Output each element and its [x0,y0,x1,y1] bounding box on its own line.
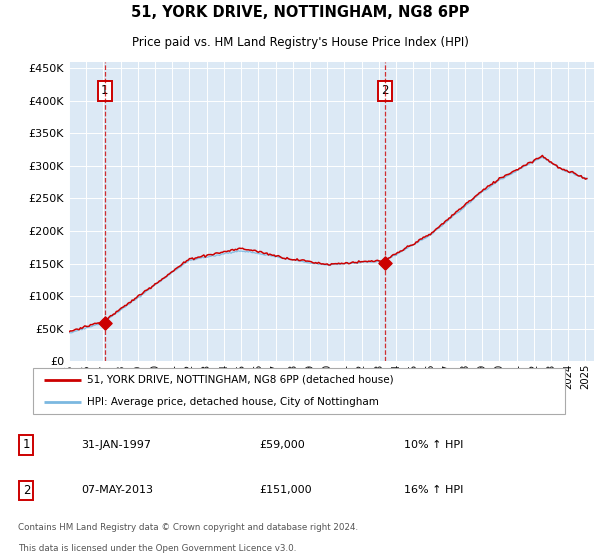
Text: £59,000: £59,000 [260,440,305,450]
Text: 16% ↑ HPI: 16% ↑ HPI [404,486,463,496]
Text: 1: 1 [101,85,109,97]
Point [100,318,110,327]
Text: 51, YORK DRIVE, NOTTINGHAM, NG8 6PP (detached house): 51, YORK DRIVE, NOTTINGHAM, NG8 6PP (det… [86,375,394,385]
FancyBboxPatch shape [33,368,565,413]
Text: 2: 2 [381,85,389,97]
Text: This data is licensed under the Open Government Licence v3.0.: This data is licensed under the Open Gov… [18,544,296,553]
Text: 07-MAY-2013: 07-MAY-2013 [81,486,153,496]
Text: 2: 2 [23,484,30,497]
Text: 31-JAN-1997: 31-JAN-1997 [81,440,151,450]
Point [380,258,389,267]
Text: HPI: Average price, detached house, City of Nottingham: HPI: Average price, detached house, City… [86,397,379,407]
Text: 10% ↑ HPI: 10% ↑ HPI [404,440,463,450]
Text: Price paid vs. HM Land Registry's House Price Index (HPI): Price paid vs. HM Land Registry's House … [131,36,469,49]
Text: £151,000: £151,000 [260,486,313,496]
Text: 1: 1 [23,438,30,451]
Text: 51, YORK DRIVE, NOTTINGHAM, NG8 6PP: 51, YORK DRIVE, NOTTINGHAM, NG8 6PP [131,6,469,20]
Text: Contains HM Land Registry data © Crown copyright and database right 2024.: Contains HM Land Registry data © Crown c… [18,523,358,532]
